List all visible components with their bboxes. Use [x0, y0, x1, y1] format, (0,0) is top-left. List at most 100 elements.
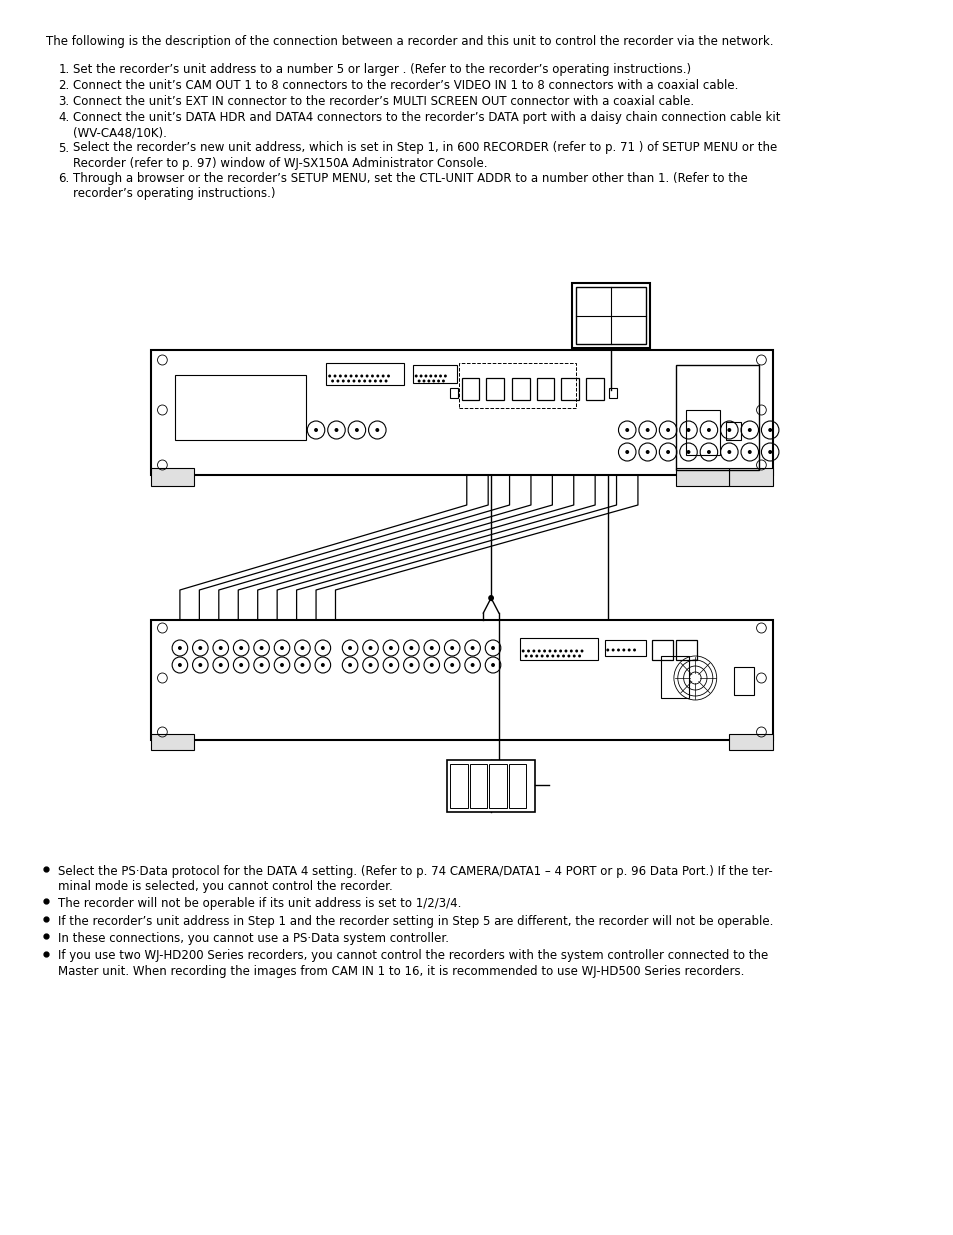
Circle shape — [218, 646, 222, 650]
Bar — [604, 640, 645, 656]
Circle shape — [624, 450, 629, 454]
Circle shape — [488, 595, 494, 601]
Circle shape — [645, 450, 649, 454]
Bar — [151, 734, 194, 750]
Circle shape — [470, 646, 474, 650]
Circle shape — [328, 374, 331, 378]
Bar — [450, 388, 457, 398]
Circle shape — [280, 646, 284, 650]
Circle shape — [624, 429, 629, 432]
Text: 5.: 5. — [58, 142, 70, 154]
Circle shape — [409, 646, 413, 650]
Circle shape — [554, 650, 557, 652]
Circle shape — [178, 663, 182, 667]
Circle shape — [365, 374, 368, 378]
Circle shape — [572, 655, 575, 657]
Circle shape — [470, 663, 474, 667]
Text: 6.: 6. — [58, 172, 70, 185]
Text: Connect the unit’s CAM OUT 1 to 8 connectors to the recorder’s VIDEO IN 1 to 8 c: Connect the unit’s CAM OUT 1 to 8 connec… — [72, 79, 738, 91]
Circle shape — [368, 379, 371, 383]
Circle shape — [374, 379, 376, 383]
Circle shape — [389, 646, 393, 650]
Circle shape — [645, 429, 649, 432]
Circle shape — [371, 374, 374, 378]
Bar — [174, 375, 306, 440]
Circle shape — [580, 650, 583, 652]
Bar — [486, 378, 503, 400]
Bar — [571, 283, 649, 348]
Bar — [660, 656, 688, 698]
Circle shape — [747, 429, 751, 432]
Circle shape — [320, 663, 324, 667]
Circle shape — [561, 655, 564, 657]
Circle shape — [443, 374, 446, 378]
Circle shape — [526, 650, 530, 652]
Circle shape — [341, 379, 344, 383]
Bar — [151, 468, 194, 487]
Bar — [447, 760, 535, 811]
Circle shape — [617, 648, 619, 652]
Bar — [461, 378, 479, 400]
Bar — [458, 363, 575, 408]
Circle shape — [419, 374, 422, 378]
Circle shape — [535, 655, 537, 657]
Text: The following is the description of the connection between a recorder and this u: The following is the description of the … — [46, 35, 772, 48]
Circle shape — [198, 646, 202, 650]
Circle shape — [524, 655, 527, 657]
Bar — [151, 620, 772, 740]
Text: In these connections, you cannot use a PS·Data system controller.: In these connections, you cannot use a P… — [58, 932, 449, 945]
Bar — [537, 378, 554, 400]
Bar — [325, 363, 403, 385]
Circle shape — [434, 374, 436, 378]
Bar — [489, 764, 506, 808]
Circle shape — [564, 650, 567, 652]
Circle shape — [665, 429, 669, 432]
Bar — [508, 764, 525, 808]
Bar — [734, 667, 753, 695]
Circle shape — [424, 374, 427, 378]
Circle shape — [706, 429, 710, 432]
Circle shape — [259, 646, 263, 650]
Circle shape — [569, 650, 572, 652]
Text: 4.: 4. — [58, 111, 70, 124]
Text: Select the recorder’s new unit address, which is set in Step 1, in 600 RECORDER : Select the recorder’s new unit address, … — [72, 142, 777, 169]
Circle shape — [665, 450, 669, 454]
Circle shape — [436, 379, 439, 383]
Text: The recorder will not be operable if its unit address is set to 1/2/3/4.: The recorder will not be operable if its… — [58, 897, 461, 910]
Circle shape — [368, 663, 372, 667]
Circle shape — [606, 648, 609, 652]
Bar — [675, 468, 729, 487]
Circle shape — [540, 655, 543, 657]
Circle shape — [353, 379, 355, 383]
Circle shape — [415, 374, 417, 378]
Circle shape — [300, 646, 304, 650]
Circle shape — [331, 379, 334, 383]
Circle shape — [726, 450, 731, 454]
Text: 1.: 1. — [58, 63, 70, 77]
Circle shape — [542, 650, 545, 652]
Bar — [469, 764, 487, 808]
Text: 2.: 2. — [58, 79, 70, 91]
Circle shape — [409, 663, 413, 667]
Circle shape — [427, 379, 430, 383]
Bar — [413, 366, 456, 383]
Bar — [729, 468, 772, 487]
Bar — [729, 734, 772, 750]
Circle shape — [558, 650, 561, 652]
Circle shape — [530, 655, 533, 657]
Circle shape — [429, 374, 432, 378]
Circle shape — [387, 374, 390, 378]
Circle shape — [767, 429, 771, 432]
Circle shape — [338, 374, 341, 378]
Bar — [675, 640, 697, 659]
Circle shape — [521, 650, 524, 652]
Circle shape — [320, 646, 324, 650]
Circle shape — [767, 450, 771, 454]
Circle shape — [384, 379, 387, 383]
Circle shape — [432, 379, 435, 383]
Circle shape — [686, 450, 690, 454]
Circle shape — [355, 429, 358, 432]
Circle shape — [178, 646, 182, 650]
Circle shape — [438, 374, 441, 378]
Bar — [651, 640, 672, 659]
